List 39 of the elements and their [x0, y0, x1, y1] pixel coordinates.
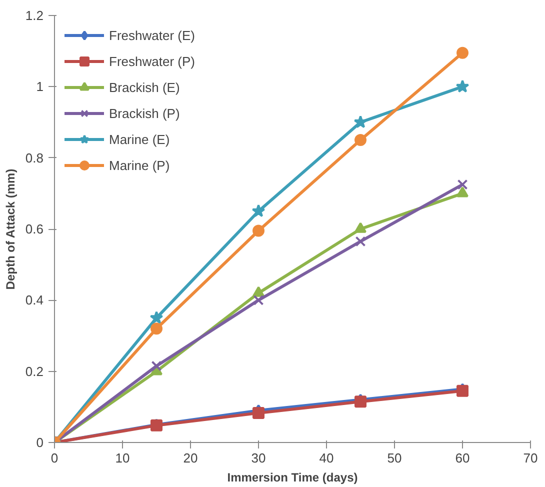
x-tick-label: 40 [319, 450, 334, 466]
legend-label: Brackish (E) [109, 80, 180, 94]
x-tick-label: 70 [523, 450, 538, 466]
legend-label: Marine (E) [109, 132, 170, 146]
point [252, 406, 264, 419]
point [252, 286, 264, 297]
point [150, 322, 162, 335]
y-tick-label: 0.2 [25, 364, 44, 379]
point [354, 222, 366, 233]
x-tick-label: 0 [50, 450, 58, 466]
point [252, 224, 264, 237]
point [355, 236, 366, 247]
point [457, 179, 468, 190]
point [456, 186, 468, 198]
legend-label: Freshwater (E) [109, 28, 195, 42]
point [253, 294, 264, 306]
point [151, 360, 162, 372]
point [456, 46, 468, 59]
point [456, 80, 470, 93]
y-tick-label: 1.2 [25, 8, 44, 23]
point [252, 204, 266, 218]
legend-label: Freshwater (P) [109, 54, 195, 68]
y-tick-label: 0 [36, 435, 44, 450]
x-tick-label: 10 [115, 450, 130, 466]
y-axis-title: Depth of Attack (mm) [3, 168, 18, 290]
y-tick-label: 0.4 [25, 292, 44, 308]
y-tick-label: 0.8 [25, 150, 44, 166]
point [354, 115, 368, 128]
x-tick-label: 60 [455, 450, 470, 466]
point [354, 134, 366, 146]
point [150, 310, 164, 324]
x-axis-title: Immersion Time (days) [227, 470, 358, 484]
legend-label: Marine (P) [109, 158, 170, 172]
y-tick-label: 1 [36, 79, 44, 94]
x-tick-label: 30 [251, 450, 266, 466]
y-tick-label: 0.6 [25, 222, 44, 236]
x-tick-label: 20 [183, 450, 198, 466]
x-tick-label: 50 [387, 450, 402, 466]
legend-label: Brackish (P) [109, 106, 180, 120]
